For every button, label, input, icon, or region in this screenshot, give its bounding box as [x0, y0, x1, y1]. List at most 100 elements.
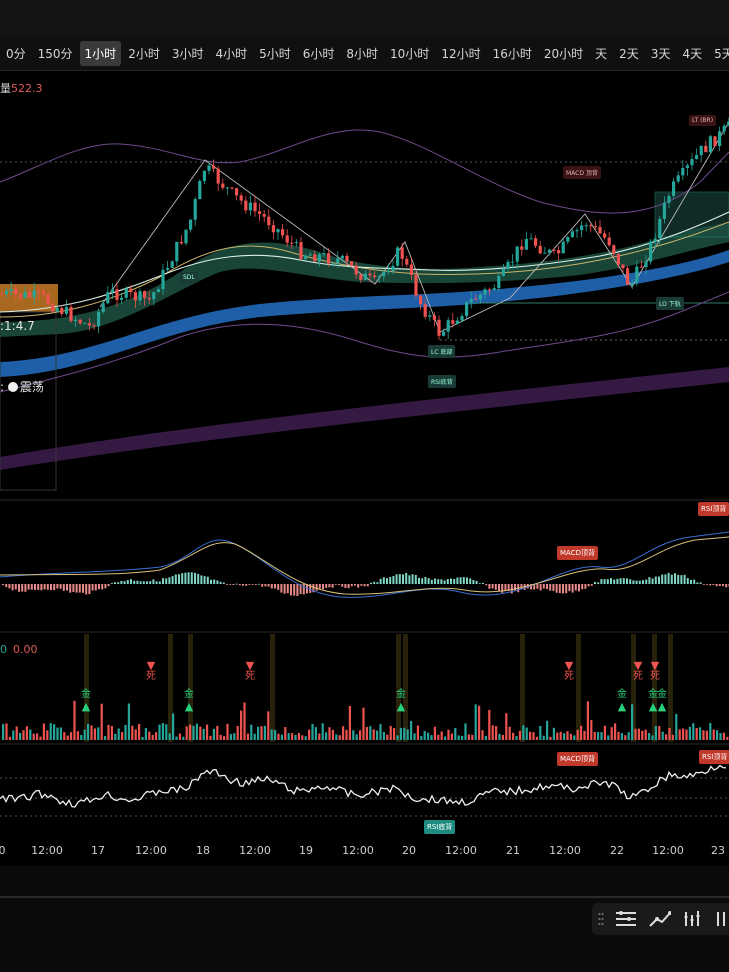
tf-12h[interactable]: 12小时 [441, 46, 481, 61]
macd-histogram-bar [398, 574, 401, 584]
tf-5d[interactable]: 5天 [714, 46, 729, 61]
buy-char: 金 [617, 689, 627, 700]
volume-bar [586, 701, 589, 740]
candle-body [483, 289, 487, 295]
macd-histogram-bar [142, 581, 145, 584]
volume-bar [2, 723, 5, 740]
volume-bar [39, 736, 42, 740]
volume-bar [593, 731, 596, 740]
tf-0[interactable]: 0分 [6, 46, 26, 61]
sell-char: 死 [633, 671, 643, 682]
volume-bar [280, 734, 283, 740]
candle-body [469, 299, 473, 303]
macd-histogram-bar [56, 584, 59, 589]
macd-histogram-bar [725, 584, 728, 588]
menu-lines-icon[interactable] [612, 905, 640, 933]
macd-histogram-bar [11, 584, 14, 591]
candle-body [262, 213, 266, 217]
volume-bar [641, 730, 644, 740]
grip-icon[interactable] [596, 905, 606, 933]
tf-4d[interactable]: 4天 [682, 46, 703, 61]
tf-2d[interactable]: 2天 [619, 46, 639, 61]
candle-body [184, 229, 188, 244]
macd-histogram-bar [386, 578, 388, 584]
volume-bar [410, 721, 413, 740]
tool-palette [592, 903, 729, 935]
sell-marker-icon: ▼ [633, 659, 643, 672]
tf-8h[interactable]: 8小时 [346, 46, 379, 61]
macd-histogram-bar [482, 582, 484, 584]
volume-bar [461, 735, 464, 740]
candle-body [51, 304, 55, 312]
macd-histogram-bar [712, 584, 715, 586]
sell-marker-icon: ▼ [650, 659, 660, 672]
volume-bar [236, 726, 239, 740]
price-chart-canvas[interactable] [0, 72, 729, 842]
rsi-bottom-tag-main: RSI底背 [428, 375, 456, 388]
indicator-values: 0 0.00 [0, 643, 38, 656]
macd-histogram-bar [539, 584, 542, 591]
list-icon[interactable] [714, 905, 728, 933]
macd-histogram-bar [78, 584, 81, 593]
candle-body [147, 298, 151, 300]
macd-histogram-bar [72, 584, 75, 592]
volume-bar [185, 726, 188, 740]
volume-bar [134, 729, 137, 740]
volume-bar [654, 726, 657, 740]
volume-bar [263, 725, 266, 740]
volume-bar [546, 720, 549, 740]
volume-bar [597, 732, 600, 740]
candle-body [5, 290, 9, 295]
macd-histogram-bar [101, 584, 104, 590]
volume-bar [515, 736, 518, 740]
macd-histogram-bar [216, 580, 219, 584]
tf-3d[interactable]: 3天 [650, 46, 671, 61]
macd-histogram-bar [235, 583, 238, 585]
volume-value: 522.3 [11, 82, 43, 95]
volume-bar [151, 734, 154, 740]
candle-body [23, 292, 27, 298]
volume-bar [36, 733, 39, 740]
tf-1h[interactable]: 1小时 [79, 40, 122, 66]
candle-body [193, 199, 197, 220]
volume-label: 量522.3 [0, 80, 43, 96]
macd-histogram-bar [248, 584, 251, 585]
tf-1d[interactable]: 天 [595, 46, 608, 61]
tf-6h[interactable]: 6小时 [302, 46, 335, 61]
candle-body [69, 306, 73, 321]
tf-10h[interactable]: 10小时 [390, 46, 430, 61]
tf-3h[interactable]: 3小时 [171, 46, 204, 61]
candle-body [492, 288, 496, 290]
macd-histogram-bar [37, 584, 40, 590]
signal-highlight-band [631, 634, 636, 742]
candle-body [207, 165, 211, 171]
tf-16h[interactable]: 16小时 [492, 46, 532, 61]
tf-2h[interactable]: 2小时 [128, 46, 160, 61]
candle-body [373, 275, 377, 278]
volume-bar [454, 728, 457, 740]
tf-20h[interactable]: 20小时 [543, 46, 584, 61]
macd-histogram-bar [69, 584, 72, 593]
macd-histogram-bar [402, 574, 404, 584]
candle-body [437, 319, 441, 336]
volume-bar [665, 734, 668, 740]
tf-4h[interactable]: 4小时 [215, 46, 248, 61]
candle-body [74, 319, 78, 321]
volume-bar [437, 734, 440, 740]
macd-histogram-bar [446, 579, 449, 584]
macd-histogram-bar [322, 584, 324, 590]
volume-bar [702, 730, 705, 740]
volume-bar [83, 729, 86, 740]
macd-histogram-bar [366, 584, 369, 587]
curve-icon[interactable] [646, 905, 674, 933]
tf-150m[interactable]: 150分 [37, 46, 73, 61]
volume-bar [566, 731, 569, 740]
bars-icon[interactable] [680, 905, 708, 933]
macd-histogram-bar [558, 584, 561, 594]
candle-body [423, 304, 427, 317]
macd-histogram-bar [190, 572, 193, 584]
candle-body [639, 266, 643, 268]
macd-histogram-bar [427, 578, 430, 584]
tf-5h[interactable]: 5小时 [259, 46, 291, 61]
volume-bar [63, 732, 66, 740]
